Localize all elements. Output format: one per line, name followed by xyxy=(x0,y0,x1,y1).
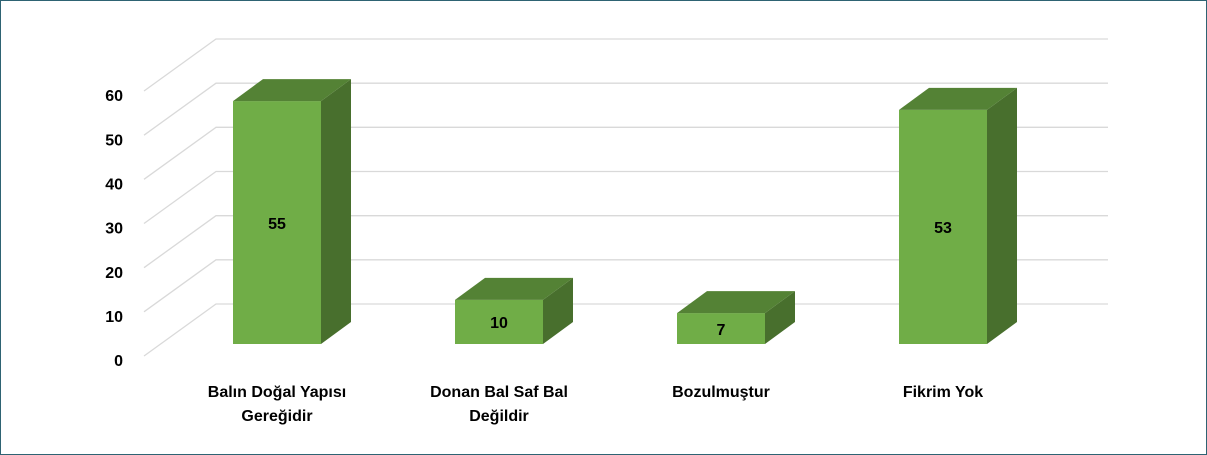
bar-side xyxy=(321,79,351,344)
grid-line xyxy=(143,259,1108,313)
y-tick-label: 40 xyxy=(105,177,123,194)
data-label: 10 xyxy=(490,315,508,332)
data-label: 7 xyxy=(717,322,726,339)
bar-side xyxy=(543,277,573,344)
grid-line xyxy=(143,82,1108,136)
bar xyxy=(899,109,987,345)
bar-side xyxy=(987,87,1017,345)
grid-line xyxy=(143,170,1108,225)
y-tick-label: 20 xyxy=(105,265,123,282)
bar xyxy=(455,299,543,344)
x-tick-label: Donan Bal Saf Bal Değildir xyxy=(430,384,568,425)
y-tick-label: 60 xyxy=(105,88,123,105)
bar xyxy=(677,313,765,344)
y-tick-label: 0 xyxy=(114,353,123,370)
x-tick-label: Bozulmuştur xyxy=(672,384,770,401)
data-label: 53 xyxy=(934,220,952,237)
y-tick-label: 50 xyxy=(105,132,123,149)
y-tick-label: 10 xyxy=(105,309,123,326)
grid-line xyxy=(143,303,1108,357)
x-tick-label: Balın Doğal Yapısı Gereğidir xyxy=(207,384,347,425)
bar xyxy=(233,101,321,344)
grid-line xyxy=(143,215,1108,269)
grid-line xyxy=(143,126,1108,180)
bar-top xyxy=(677,291,795,314)
y-tick-label: 30 xyxy=(105,221,123,238)
bar-top xyxy=(899,87,1017,110)
bar-top xyxy=(233,79,351,102)
bar-top xyxy=(455,277,573,300)
data-label: 55 xyxy=(268,216,286,233)
x-tick-label: Fikrim Yok xyxy=(902,384,984,401)
bar-side xyxy=(765,291,795,344)
grid-line xyxy=(143,38,1108,92)
